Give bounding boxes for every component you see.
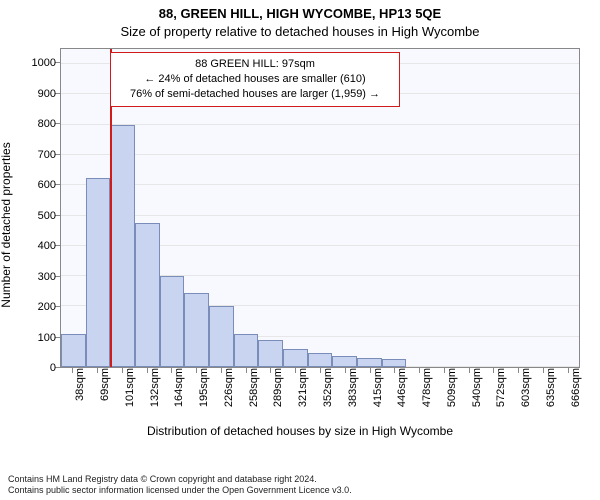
- y-tick-label: 600: [38, 179, 60, 191]
- x-tick-label: 101sqm: [122, 368, 136, 407]
- annotation-line-2: ← 24% of detached houses are smaller (61…: [117, 72, 393, 87]
- y-tick-label: 400: [38, 240, 60, 252]
- histogram-bar: [283, 349, 308, 367]
- x-tick-label: 603sqm: [518, 368, 532, 407]
- x-tick-label: 132sqm: [147, 368, 161, 407]
- x-tick-label: 540sqm: [469, 368, 483, 407]
- x-tick-label: 383sqm: [345, 368, 359, 407]
- y-tick-label: 200: [38, 301, 60, 313]
- footer-line-2: Contains public sector information licen…: [8, 485, 352, 496]
- x-tick-label: 446sqm: [394, 368, 408, 407]
- x-tick-label: 226sqm: [221, 368, 235, 407]
- y-axis-label: Number of detached properties: [0, 142, 13, 307]
- x-tick-label: 69sqm: [97, 368, 111, 401]
- histogram-bar: [258, 340, 283, 367]
- x-tick-label: 478sqm: [419, 368, 433, 407]
- histogram-bar: [209, 306, 234, 367]
- annotation-box: 88 GREEN HILL: 97sqm ← 24% of detached h…: [110, 52, 400, 107]
- x-tick-label: 352sqm: [320, 368, 334, 407]
- gridline: [61, 124, 579, 125]
- histogram-bar: [332, 356, 357, 367]
- x-tick-label: 164sqm: [171, 368, 185, 407]
- y-tick-label: 900: [38, 88, 60, 100]
- y-tick-label: 300: [38, 271, 60, 283]
- gridline: [61, 154, 579, 155]
- annotation-line-3: 76% of semi-detached houses are larger (…: [117, 87, 393, 102]
- histogram-bar: [234, 334, 259, 367]
- footer-line-1: Contains HM Land Registry data © Crown c…: [8, 474, 352, 485]
- x-axis-label: Distribution of detached houses by size …: [0, 424, 600, 438]
- y-tick-label: 800: [38, 118, 60, 130]
- x-tick-label: 666sqm: [568, 368, 582, 407]
- chart-title-main: 88, GREEN HILL, HIGH WYCOMBE, HP13 5QE: [0, 6, 600, 21]
- y-tick-label: 500: [38, 210, 60, 222]
- x-tick-label: 509sqm: [444, 368, 458, 407]
- histogram-bar: [357, 358, 382, 367]
- x-tick-label: 289sqm: [270, 368, 284, 407]
- x-tick-label: 635sqm: [543, 368, 557, 407]
- x-tick-label: 195sqm: [196, 368, 210, 407]
- x-tick-label: 415sqm: [370, 368, 384, 407]
- y-tick-label: 100: [38, 332, 60, 344]
- gridline: [61, 184, 579, 185]
- histogram-bar: [110, 125, 135, 367]
- histogram-bar: [160, 276, 185, 367]
- y-tick-label: 700: [38, 149, 60, 161]
- histogram-bar: [184, 293, 209, 367]
- histogram-bar: [86, 178, 111, 367]
- x-tick-label: 572sqm: [493, 368, 507, 407]
- gridline: [61, 215, 579, 216]
- chart-title-sub: Size of property relative to detached ho…: [0, 24, 600, 39]
- x-tick-label: 258sqm: [246, 368, 260, 407]
- histogram-bar: [135, 223, 160, 367]
- y-tick-label: 1000: [32, 57, 60, 69]
- footer-attribution: Contains HM Land Registry data © Crown c…: [8, 474, 352, 497]
- histogram-bar: [382, 359, 407, 367]
- x-tick-label: 38sqm: [72, 368, 86, 401]
- annotation-line-1: 88 GREEN HILL: 97sqm: [117, 57, 393, 72]
- histogram-bar: [308, 353, 333, 367]
- y-tick-label: 0: [50, 362, 60, 374]
- x-tick-label: 321sqm: [295, 368, 309, 407]
- histogram-bar: [61, 334, 86, 367]
